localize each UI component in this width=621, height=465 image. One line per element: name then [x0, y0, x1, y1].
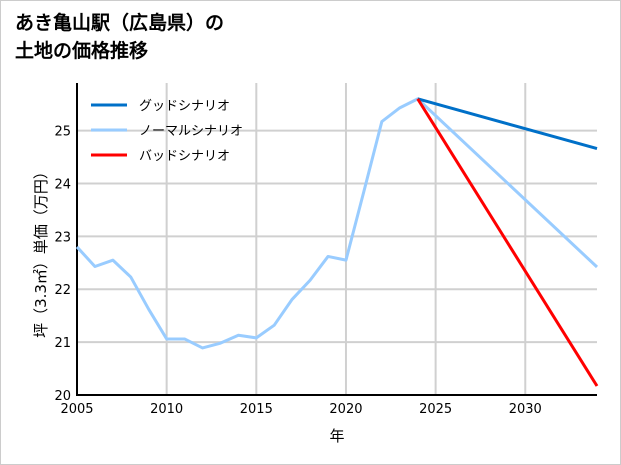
x-tick-label: 2025 [419, 402, 452, 417]
y-tick-label: 24 [54, 177, 71, 192]
series-line-0 [417, 97, 598, 151]
legend-label: バッドシナリオ [139, 149, 230, 164]
y-tick-label: 23 [54, 230, 71, 245]
x-axis-label: 年 [329, 427, 344, 445]
chart-title-line-2: 土地の価格推移 [15, 40, 149, 62]
y-tick-label: 22 [54, 283, 71, 298]
y-tick-label: 20 [54, 389, 71, 404]
chart-title-line-1: あき亀山駅（広島県）の [15, 12, 225, 34]
series-line-2 [416, 98, 599, 387]
x-tick-label: 2030 [509, 402, 542, 417]
x-tick-label: 2020 [329, 402, 362, 417]
legend-label: グッドシナリオ [139, 99, 230, 114]
x-tick-label: 2010 [150, 402, 183, 417]
series-line-1 [75, 97, 599, 350]
legend-label: ノーマルシナリオ [139, 124, 243, 139]
y-tick-label: 21 [54, 336, 71, 351]
y-axis-label: 坪（3.3㎡）単価（万円） [32, 164, 50, 338]
y-tick-label: 25 [54, 125, 71, 140]
x-tick-label: 2005 [60, 402, 93, 417]
x-tick-label: 2015 [240, 402, 273, 417]
chart-title: あき亀山駅（広島県）の 土地の価格推移 [15, 9, 224, 65]
